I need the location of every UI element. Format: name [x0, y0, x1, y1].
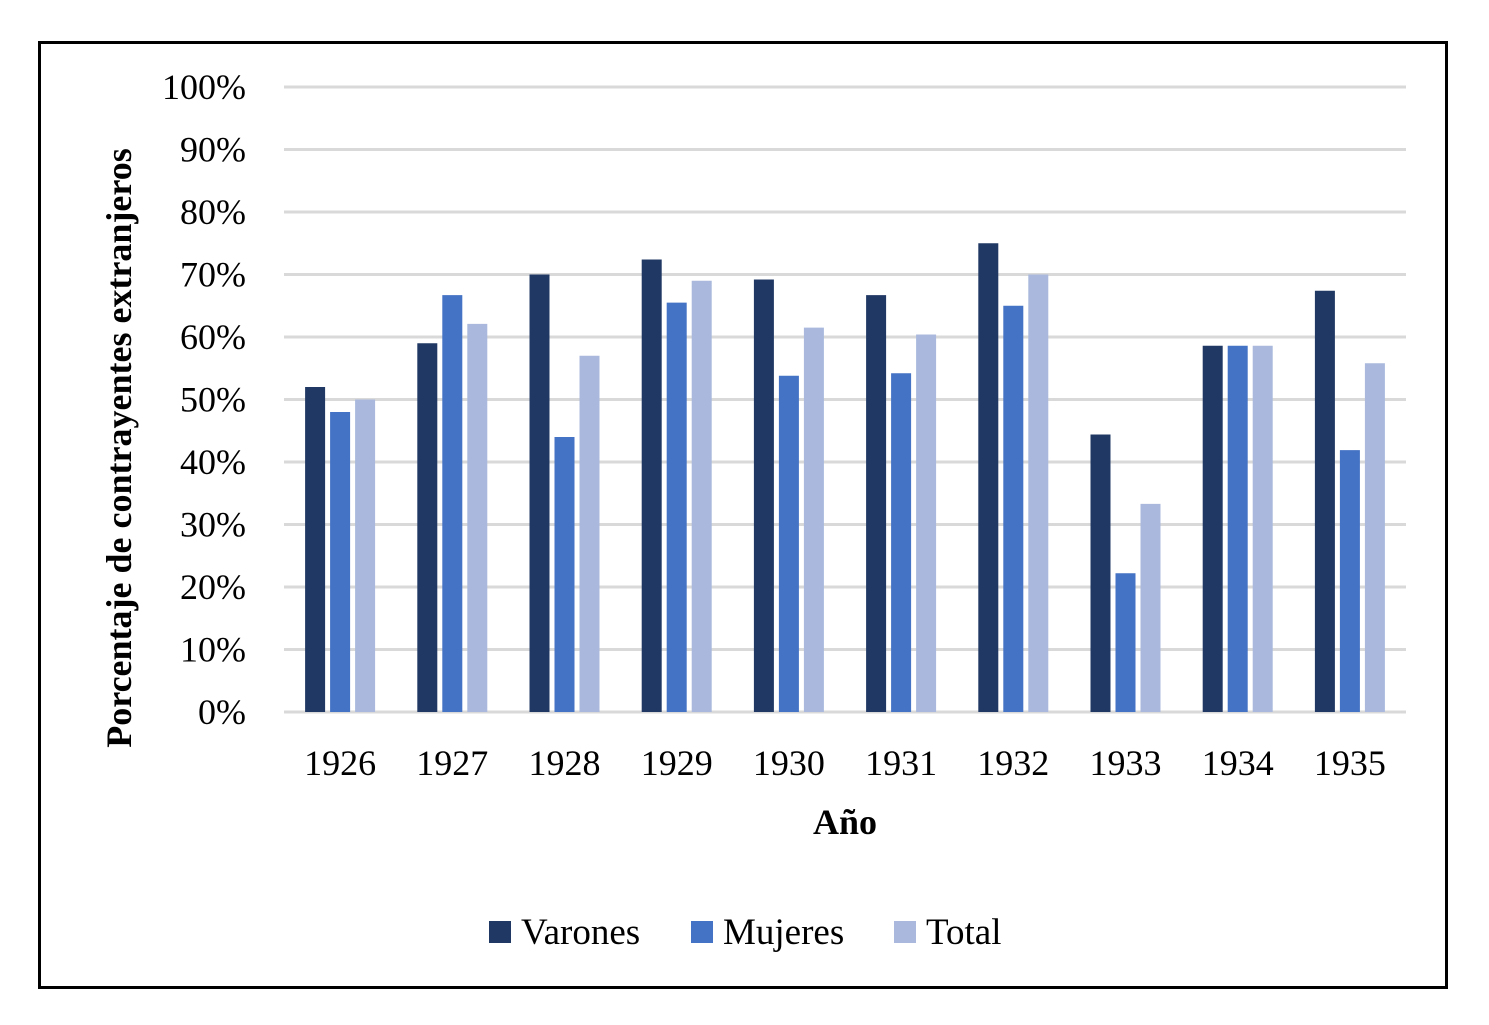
bar-total-1933 — [1140, 503, 1161, 712]
bar-total-1931 — [916, 334, 937, 712]
x-tick-label: 1930 — [753, 743, 825, 783]
bar-mujeres-1926 — [330, 412, 351, 712]
bar-total-1932 — [1028, 274, 1049, 712]
bar-varones-1935 — [1314, 290, 1335, 712]
y-tick-label: 90% — [180, 130, 246, 170]
y-tick-label: 0% — [198, 692, 246, 732]
x-tick-label: 1934 — [1202, 743, 1274, 783]
bar-total-1935 — [1364, 363, 1385, 712]
legend: Varones Mujeres Total — [489, 912, 1002, 953]
x-tick-label: 1926 — [304, 743, 376, 783]
bar-mujeres-1930 — [778, 375, 799, 712]
x-axis-title: Año — [813, 802, 877, 842]
bar-total-1926 — [355, 399, 376, 712]
bar-varones-1932 — [978, 243, 999, 712]
bar-total-1928 — [579, 355, 600, 712]
x-axis-tick-labels: 1926 1927 1928 1929 1930 1931 1932 1933 1934 1935 — [304, 743, 1386, 783]
bar-total-1927 — [467, 323, 488, 712]
y-tick-label: 30% — [180, 505, 246, 545]
bar-mujeres-1928 — [554, 437, 575, 712]
bar-varones-1926 — [305, 387, 326, 712]
bar-total-1929 — [691, 280, 712, 712]
bar-total-1930 — [803, 327, 824, 712]
x-tick-label: 1927 — [416, 743, 488, 783]
y-tick-label: 50% — [180, 380, 246, 420]
bar-mujeres-1935 — [1339, 450, 1360, 712]
bar-mujeres-1932 — [1003, 305, 1024, 712]
y-tick-label: 70% — [180, 255, 246, 295]
legend-swatch-total — [894, 921, 916, 943]
legend-swatch-varones — [489, 921, 511, 943]
bars — [305, 243, 1385, 712]
y-axis-title: Porcentaje de contrayentes extranjeros — [99, 148, 139, 747]
bar-total-1934 — [1252, 345, 1273, 712]
x-tick-label: 1928 — [529, 743, 601, 783]
x-tick-label: 1929 — [641, 743, 713, 783]
bar-varones-1931 — [866, 295, 887, 712]
legend-label-total: Total — [926, 912, 1002, 953]
x-tick-label: 1932 — [977, 743, 1049, 783]
y-tick-label: 100% — [162, 67, 246, 107]
y-tick-label: 80% — [180, 192, 246, 232]
bar-mujeres-1933 — [1115, 573, 1136, 712]
bar-mujeres-1929 — [666, 302, 687, 712]
legend-swatch-mujeres — [691, 921, 713, 943]
y-tick-label: 10% — [180, 630, 246, 670]
bar-varones-1929 — [641, 259, 662, 712]
bar-mujeres-1931 — [891, 373, 912, 712]
bar-mujeres-1934 — [1227, 345, 1248, 712]
bar-varones-1933 — [1090, 434, 1111, 712]
bar-varones-1927 — [417, 343, 438, 712]
bar-mujeres-1927 — [442, 295, 463, 712]
bar-varones-1934 — [1202, 345, 1223, 712]
bar-varones-1928 — [529, 274, 550, 712]
x-tick-label: 1931 — [865, 743, 937, 783]
legend-label-varones: Varones — [521, 912, 640, 953]
x-tick-label: 1933 — [1090, 743, 1162, 783]
x-tick-label: 1935 — [1314, 743, 1386, 783]
y-tick-label: 60% — [180, 317, 246, 357]
y-axis-tick-labels: 0% 10% 20% 30% 40% 50% 60% 70% 80% 90% 100% — [162, 67, 246, 732]
y-tick-label: 40% — [180, 442, 246, 482]
y-tick-label: 20% — [180, 567, 246, 607]
bar-varones-1930 — [753, 279, 774, 712]
legend-label-mujeres: Mujeres — [723, 912, 844, 953]
